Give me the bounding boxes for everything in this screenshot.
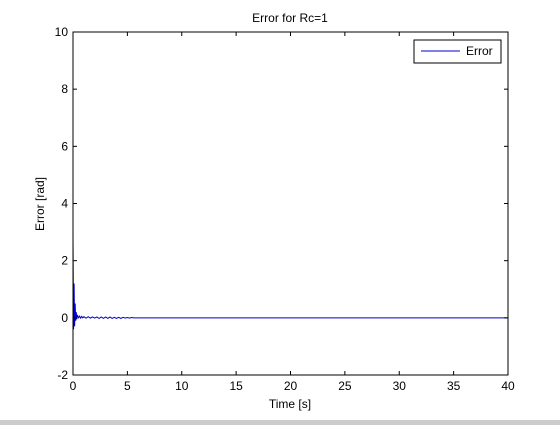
x-tick-label: 10 xyxy=(175,379,189,393)
y-axis-label: Error [rad] xyxy=(33,177,47,231)
x-tick-label: 30 xyxy=(393,379,407,393)
x-tick-label: 0 xyxy=(70,379,77,393)
x-tick-label: 5 xyxy=(124,379,131,393)
chart-title: Error for Rc=1 xyxy=(252,11,328,25)
y-tick-label: 6 xyxy=(61,139,68,153)
plot-area xyxy=(73,32,508,375)
series-line-error xyxy=(72,236,508,330)
legend-label-error: Error xyxy=(466,44,493,58)
y-tick-label: 8 xyxy=(61,82,68,96)
x-tick-label: 20 xyxy=(284,379,298,393)
y-tick-label: 4 xyxy=(61,197,68,211)
y-tick-label: 0 xyxy=(61,311,68,325)
x-tick-label: 25 xyxy=(338,379,352,393)
x-tick-label: 15 xyxy=(229,379,243,393)
axes-box xyxy=(72,31,509,376)
x-tick-label: 40 xyxy=(501,379,515,393)
legend: Error xyxy=(413,39,502,64)
y-tick-label: 10 xyxy=(55,25,69,39)
x-tick-label: 35 xyxy=(447,379,461,393)
x-axis-label: Time [s] xyxy=(269,397,311,411)
y-tick-label: 2 xyxy=(61,254,68,268)
y-tick-label: -2 xyxy=(57,368,68,382)
